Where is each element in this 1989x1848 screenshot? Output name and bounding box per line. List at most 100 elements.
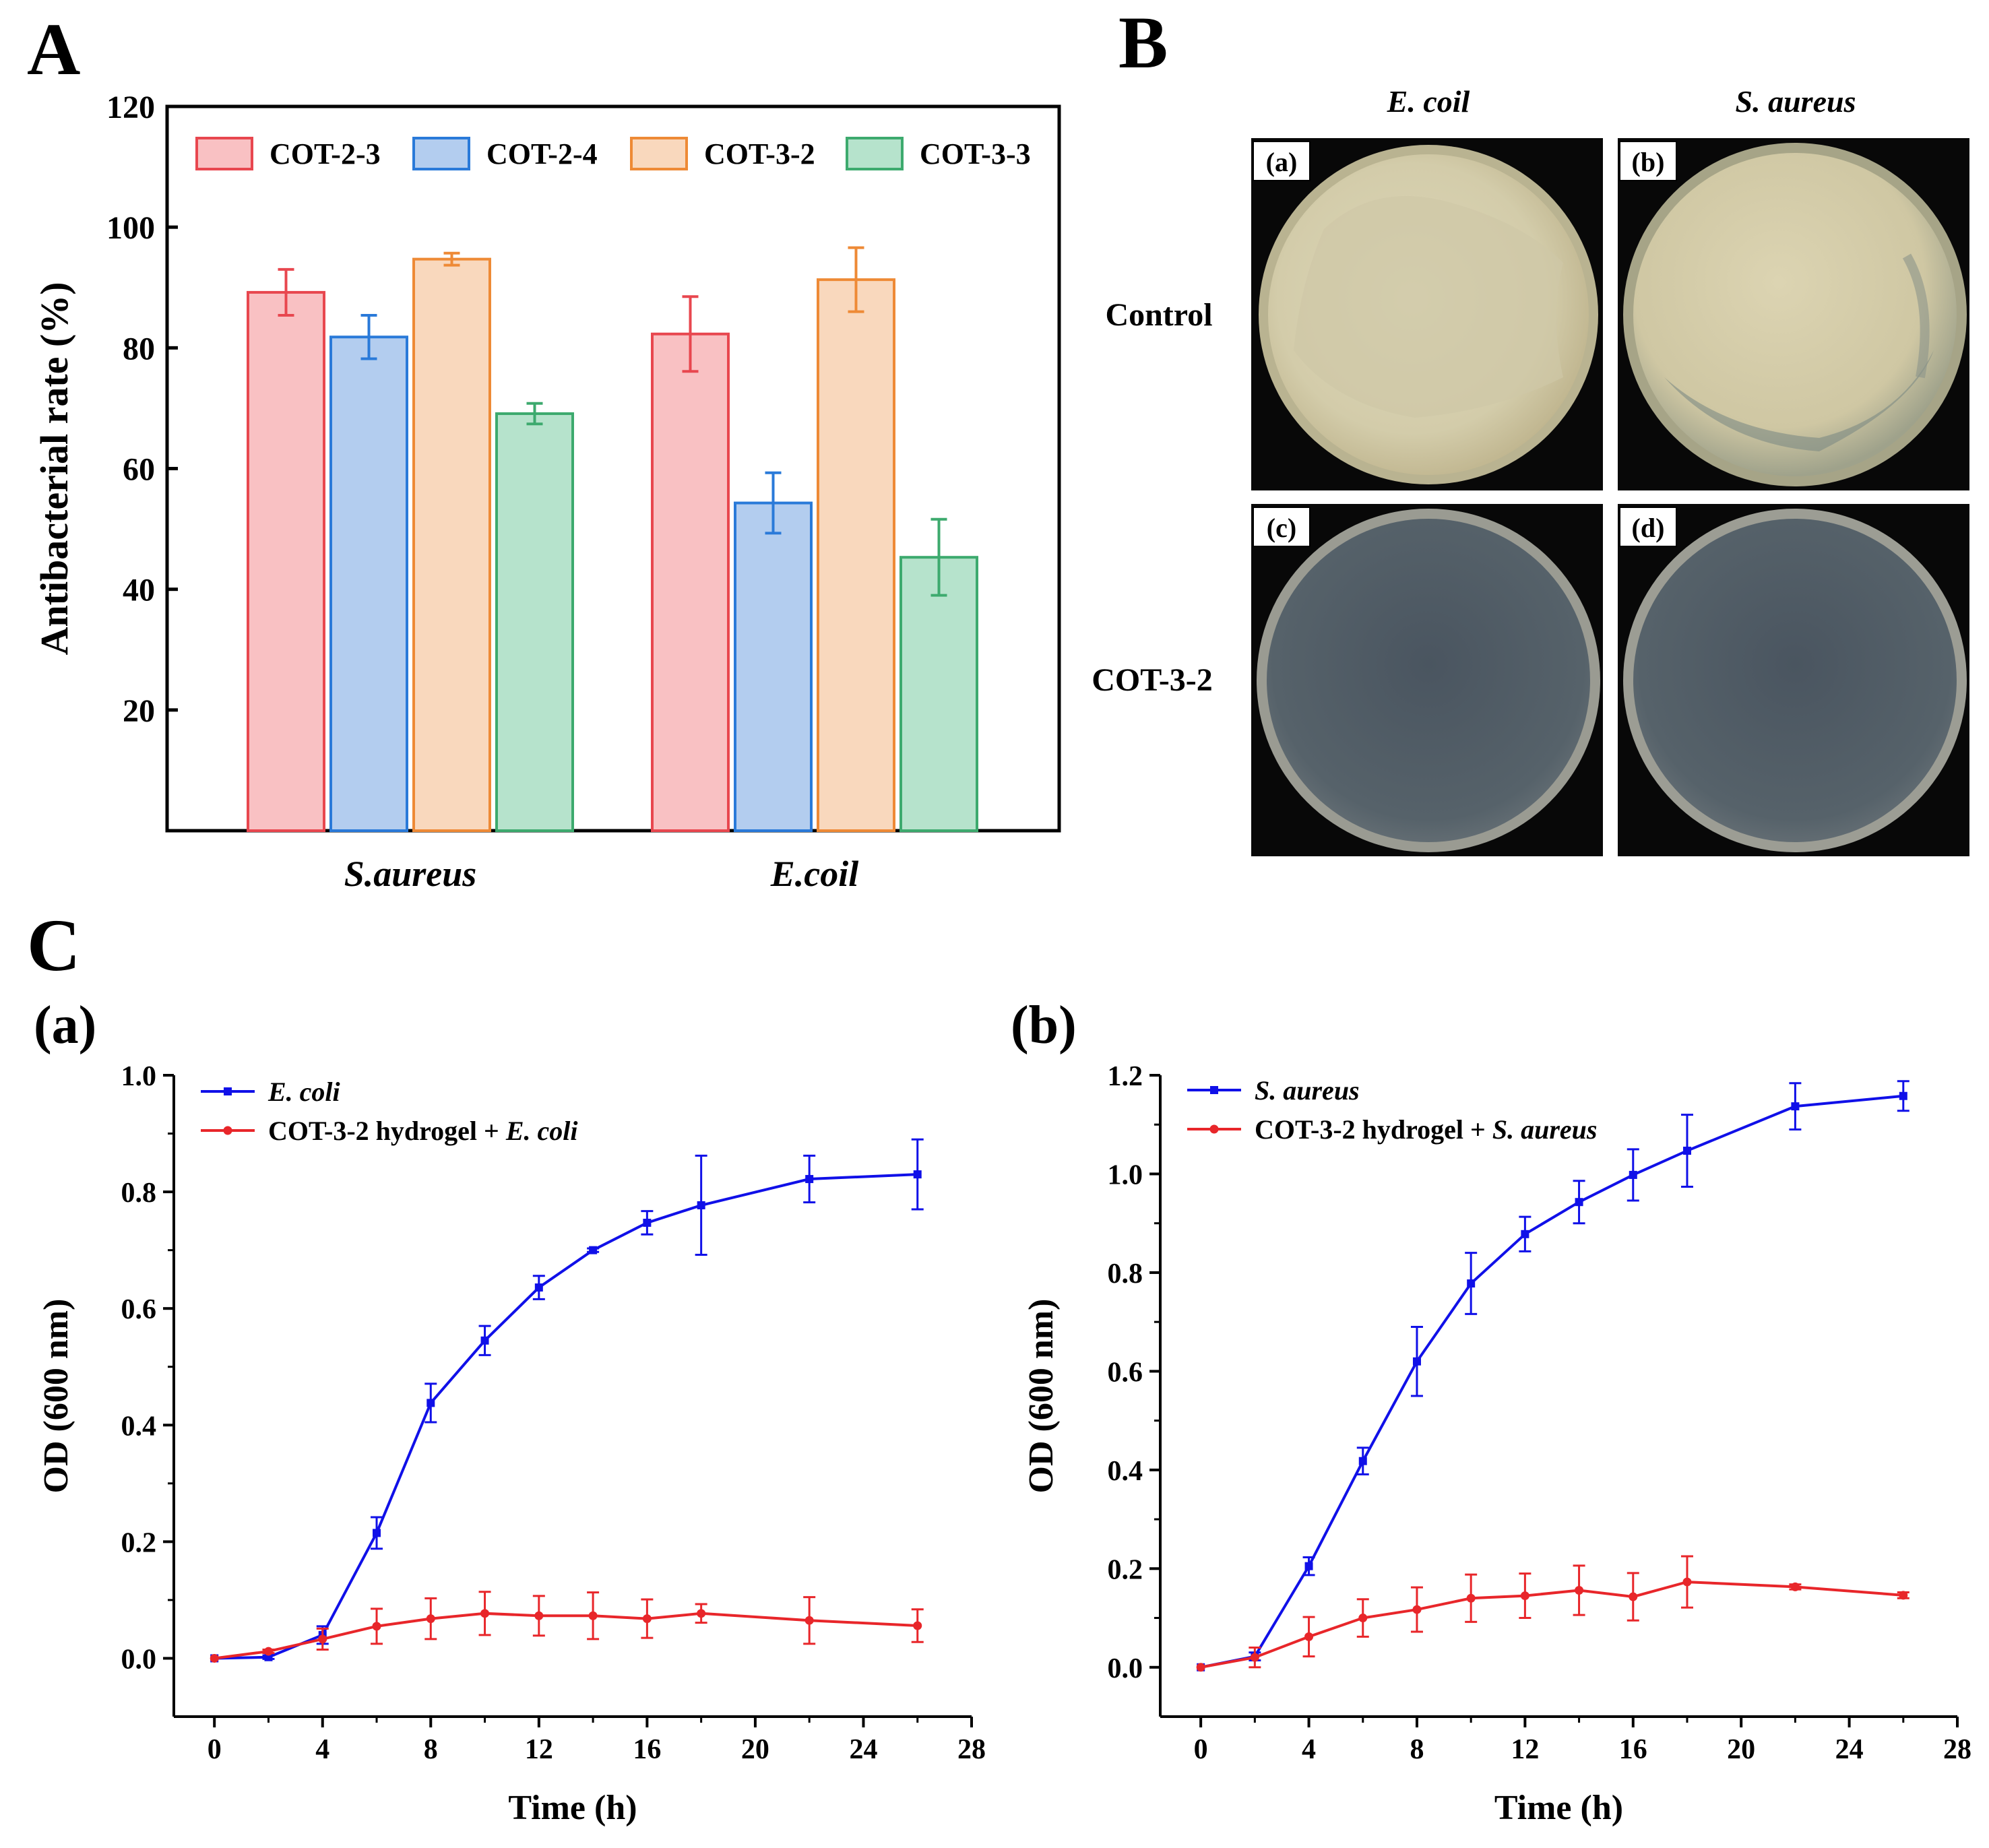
data-point [1466, 1593, 1476, 1603]
y-axis-label: OD (600 nm) [1022, 1299, 1061, 1494]
row-header-cot-3-2: COT-3-2 [1092, 662, 1213, 698]
data-point [426, 1614, 435, 1624]
data-point [913, 1170, 922, 1179]
y-tick-label: 0.6 [121, 1294, 157, 1325]
data-point [588, 1611, 598, 1620]
x-tick-label: 20 [741, 1734, 769, 1765]
x-tick-label: 8 [424, 1734, 438, 1765]
data-point [642, 1614, 652, 1624]
y-tick-label: 80 [123, 331, 155, 367]
y-tick-label: 0.4 [1108, 1456, 1143, 1487]
data-point [804, 1616, 814, 1625]
petri-dish-photo-b: (b) [1618, 138, 1969, 490]
data-point [1520, 1591, 1529, 1601]
legend-label: E. coli [267, 1077, 340, 1107]
x-tick-label: 28 [957, 1734, 986, 1765]
legend-marker [224, 1087, 232, 1095]
y-tick-label: 0.4 [121, 1411, 157, 1442]
data-point [805, 1175, 814, 1184]
y-tick-label: 1.0 [1108, 1159, 1143, 1190]
data-point [480, 1336, 489, 1345]
photo-label-b: (b) [1632, 147, 1665, 177]
y-tick-label: 0.8 [1108, 1258, 1143, 1289]
y-tick-label: 0.2 [1108, 1554, 1143, 1585]
y-tick-label: 0.6 [1108, 1357, 1143, 1388]
legend-label: S. aureus [1255, 1075, 1360, 1106]
data-point [1521, 1230, 1529, 1238]
petri-dish-photo-d: (d) [1618, 504, 1969, 856]
data-point [318, 1634, 327, 1644]
y-tick-label: 20 [123, 693, 155, 729]
data-point [1791, 1102, 1800, 1111]
data-point [1467, 1279, 1476, 1288]
legend-label: COT-3-2 hydrogel + E. coli [268, 1116, 578, 1146]
x-tick-label: 24 [849, 1734, 877, 1765]
bar [495, 412, 574, 832]
data-point [589, 1246, 598, 1254]
x-tick-label: 4 [1302, 1734, 1316, 1765]
series-line [214, 1612, 918, 1660]
x-axis-label: Time (h) [1494, 1789, 1623, 1827]
legend-swatch [846, 137, 904, 170]
panel-letter-c: C [27, 904, 80, 986]
y-tick-label: 0.8 [121, 1178, 157, 1209]
data-point [1629, 1592, 1638, 1601]
data-point [1575, 1586, 1584, 1595]
photo-label-c: (c) [1267, 513, 1296, 543]
legend-label: COT-3-3 [920, 137, 1031, 170]
x-tick-label: 4 [315, 1734, 329, 1765]
subpanel-label-cb: (b) [1011, 996, 1077, 1055]
bar [329, 336, 408, 833]
data-point [1899, 1091, 1907, 1100]
data-point [1304, 1632, 1314, 1641]
x-category-label: E.coil [770, 854, 859, 894]
data-point [373, 1529, 381, 1537]
col-header-e-coil: E. coil [1387, 84, 1470, 119]
data-point [480, 1609, 490, 1618]
data-point [1899, 1591, 1908, 1600]
series-line [214, 1173, 918, 1660]
data-point [534, 1283, 543, 1292]
y-tick-label: 100 [106, 210, 155, 246]
row-header-control: Control [1105, 297, 1212, 333]
y-tick-label: 0.2 [121, 1527, 157, 1558]
x-tick-label: 8 [1410, 1734, 1424, 1765]
legend-label: COT-2-3 [270, 137, 381, 170]
legend-swatch [630, 137, 688, 170]
photo-label-d: (d) [1632, 513, 1665, 543]
data-point [1790, 1582, 1800, 1591]
bar [899, 556, 978, 832]
x-tick-label: 24 [1835, 1734, 1864, 1765]
bar [734, 501, 813, 832]
data-point [1682, 1577, 1692, 1587]
data-point [1304, 1562, 1313, 1570]
legend-marker [1209, 1124, 1219, 1134]
x-tick-label: 12 [1511, 1734, 1539, 1765]
petri-dish-photo-a: (a) [1251, 138, 1603, 490]
bar [412, 257, 491, 833]
x-category-label: S.aureus [344, 854, 477, 894]
y-tick-label: 1.2 [1108, 1061, 1143, 1092]
data-point [697, 1201, 705, 1209]
y-axis-label: OD (600 nm) [37, 1299, 75, 1494]
data-point [1682, 1147, 1691, 1155]
series-line [1200, 1581, 1903, 1669]
line-chart-e-coli-growth: 0.0 0.2 0.4 0.6 0.8 1.0 0 4 8 12 16 20 24 28 Time (h) O… [37, 1061, 986, 1827]
legend-swatch [412, 137, 470, 170]
data-point [427, 1399, 435, 1407]
legend-label: COT-3-2 [704, 137, 815, 170]
data-point [1358, 1457, 1367, 1465]
data-point [263, 1647, 273, 1656]
data-point [1575, 1198, 1583, 1207]
data-point [1250, 1653, 1259, 1662]
data-point [697, 1609, 706, 1618]
bar [247, 290, 325, 832]
legend-marker [223, 1126, 232, 1135]
col-header-s-aureus: S. aureus [1736, 84, 1856, 119]
data-point [1412, 1605, 1422, 1614]
series-line [1200, 1094, 1903, 1669]
data-point [913, 1621, 922, 1630]
data-point [1358, 1614, 1368, 1623]
data-point [534, 1611, 544, 1620]
